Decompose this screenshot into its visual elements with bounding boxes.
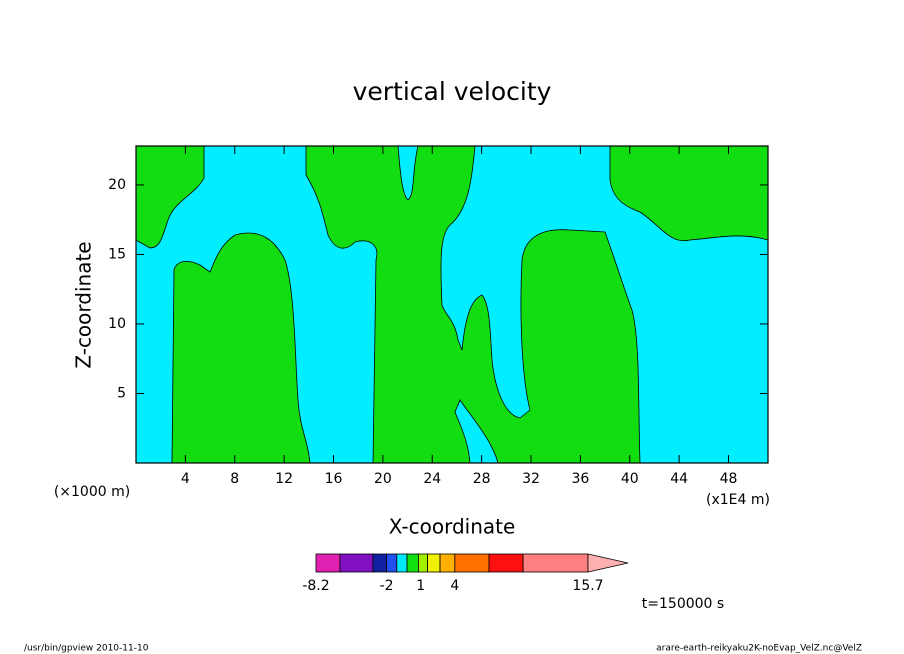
colorbar-segment [418, 553, 428, 573]
footer-left: /usr/bin/gpview 2010-11-10 [24, 644, 149, 654]
x-tick-label: 16 [325, 471, 343, 487]
region-high [609, 145, 769, 242]
colorbar-tick-label: 1 [416, 578, 425, 594]
y-tick-label: 5 [117, 385, 126, 401]
x-tick-label: 28 [473, 471, 491, 487]
x-tick-label: 8 [230, 471, 239, 487]
region-high [135, 145, 205, 249]
x-tick-label: 40 [621, 471, 639, 487]
x-tick-label: 32 [522, 471, 540, 487]
colorbar-segment [439, 553, 456, 573]
x-scale-note: (x1E4 m) [706, 492, 770, 508]
colorbar-segment [406, 553, 419, 573]
y-tick-label: 10 [108, 316, 126, 332]
colorbar-tick-label: -2 [380, 578, 394, 594]
region-high [171, 232, 311, 464]
time-label: t=150000 s [642, 596, 724, 612]
colorbar-tick-label: 15.7 [572, 578, 603, 594]
footer-right: arare-earth-reikyaku2K-noEvap_VelZ.nc@Ve… [656, 644, 862, 654]
y-tick-label: 20 [108, 177, 126, 193]
x-tick-label: 44 [670, 471, 688, 487]
x-tick-label: 4 [181, 471, 190, 487]
colorbar-extend [587, 553, 629, 573]
colorbar-segment [386, 553, 398, 573]
x-unit-note: (×1000 m) [54, 484, 130, 500]
x-tick-label: 24 [423, 471, 441, 487]
chart-title: vertical velocity [353, 77, 552, 106]
x-tick-label: 12 [275, 471, 293, 487]
colorbar-tick-label: 4 [450, 578, 459, 594]
x-tick-label: 36 [571, 471, 589, 487]
colorbar-segment [454, 553, 490, 573]
x-tick-label: 20 [374, 471, 392, 487]
contour-field [135, 145, 769, 464]
colorbar-tick-label: -8.2 [302, 578, 329, 594]
y-axis-label: Z-coordinate [72, 241, 96, 368]
y-tick-label: 15 [108, 246, 126, 262]
colorbar-segment [339, 553, 374, 573]
x-tick-label: 48 [720, 471, 738, 487]
colorbar-segment [488, 553, 524, 573]
colorbar-segment [427, 553, 441, 573]
colorbar-segment [522, 553, 589, 573]
colorbar-segment [372, 553, 387, 573]
plot-frame [135, 145, 769, 464]
colorbar-segment [315, 553, 341, 573]
x-axis-label: X-coordinate [389, 515, 516, 539]
colorbar-segment [396, 553, 408, 573]
